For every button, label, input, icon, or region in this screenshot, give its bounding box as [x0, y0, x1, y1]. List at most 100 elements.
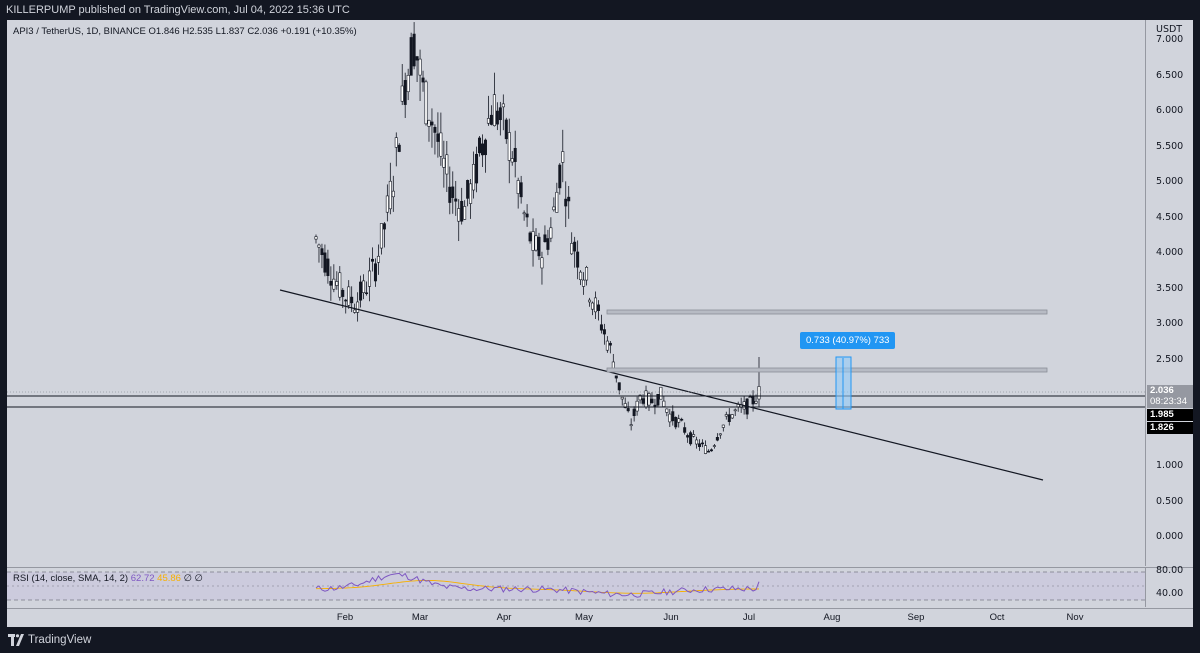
- candle-body: [543, 234, 547, 243]
- candle-body: [650, 398, 654, 404]
- candle-body: [460, 200, 464, 222]
- candle-body: [463, 206, 467, 220]
- candle-body: [338, 272, 342, 298]
- candle-body: [582, 279, 586, 287]
- candle-body: [451, 186, 455, 198]
- candle-body: [326, 258, 330, 277]
- rsi-axis[interactable]: 80.00 40.00: [1145, 565, 1193, 607]
- candle-body: [558, 164, 562, 189]
- main-chart-pane[interactable]: API3 / TetherUS, 1D, BINANCE O1.846 H2.5…: [7, 20, 1145, 566]
- resistance-zone-upper: [606, 309, 1048, 315]
- candle-body: [347, 286, 351, 306]
- price-axis[interactable]: USDT 7.000 6.500 6.000 5.500 5.000 4.500 4.000…: [1145, 20, 1193, 566]
- candle-body: [510, 158, 514, 163]
- time-tick: Oct: [989, 612, 1005, 623]
- candle-body: [757, 386, 761, 400]
- time-tick: Feb: [336, 612, 354, 623]
- candle-body: [692, 434, 696, 437]
- candle-body: [579, 271, 583, 281]
- time-tick: Aug: [823, 612, 841, 623]
- last-price-tag: 2.036: [1147, 385, 1193, 397]
- candle-body: [507, 132, 511, 161]
- candle-body: [436, 133, 440, 142]
- legend-symbol: API3 / TetherUS, 1D, BINANCE: [13, 26, 146, 37]
- tag-1826: 1.826: [1147, 422, 1193, 434]
- candle-body: [614, 375, 618, 379]
- candle-body: [353, 309, 357, 313]
- candle-body: [373, 263, 377, 282]
- candle-body: [561, 151, 565, 163]
- price-tick: 5.500: [1156, 140, 1184, 152]
- candle-body: [513, 147, 517, 162]
- candle-body: [602, 329, 606, 335]
- candle-body: [403, 80, 407, 105]
- rsi-tick-40: 40.00: [1156, 588, 1184, 599]
- candle-body: [409, 37, 413, 76]
- candle-body: [701, 442, 705, 445]
- symbol-legend[interactable]: API3 / TetherUS, 1D, BINANCE O1.846 H2.5…: [13, 26, 357, 37]
- measure-label: 0.733 (40.97%) 733: [800, 332, 896, 349]
- time-axis[interactable]: Feb Mar Apr May Jun Jul Aug Sep Oct Nov: [7, 608, 1193, 627]
- time-tick: Jul: [742, 612, 756, 623]
- candle-body: [593, 297, 597, 313]
- candle-body: [546, 238, 550, 250]
- candle-body: [567, 196, 571, 202]
- candle-body: [314, 236, 318, 240]
- candle-body: [332, 278, 336, 290]
- candle-body: [516, 180, 520, 194]
- candle-body: [522, 212, 526, 215]
- candle-body: [528, 232, 532, 242]
- candle-body: [686, 435, 690, 438]
- rsi-legend[interactable]: RSI (14, close, SMA, 14, 2) 62.72 45.86 …: [13, 573, 203, 584]
- candle-body: [623, 403, 627, 409]
- price-tick: 4.000: [1156, 247, 1184, 258]
- candle-body: [644, 390, 648, 408]
- candle-body: [659, 386, 663, 400]
- candle-body: [394, 137, 398, 148]
- candle-body: [457, 208, 461, 222]
- tag-1985: 1.985: [1147, 409, 1193, 421]
- candle-body: [391, 190, 395, 198]
- candle-body: [323, 252, 327, 273]
- candle-body: [344, 299, 348, 302]
- candle-body: [317, 244, 321, 248]
- price-tick: 3.500: [1156, 282, 1184, 294]
- candle-body: [480, 143, 484, 156]
- candle-body: [748, 396, 752, 399]
- candle-body: [350, 296, 354, 304]
- rsi-sma-value: 45.86: [157, 573, 181, 584]
- candle-body: [412, 33, 416, 67]
- candle-body: [555, 191, 559, 213]
- candle-body: [534, 235, 538, 251]
- candle-body: [421, 77, 425, 83]
- candle-body: [665, 408, 669, 413]
- tradingview-logo-icon: [8, 634, 24, 646]
- rsi-pane[interactable]: RSI (14, close, SMA, 14, 2) 62.72 45.86 …: [7, 567, 1145, 607]
- candle-body: [415, 56, 419, 61]
- time-tick: Jun: [663, 612, 679, 623]
- candle-body: [370, 258, 374, 262]
- candles-group: [314, 22, 761, 455]
- candle-body: [362, 280, 366, 293]
- candle-body: [689, 432, 693, 445]
- candle-body: [668, 413, 672, 423]
- candle-body: [424, 81, 428, 125]
- candle-body: [469, 183, 473, 204]
- candle-body: [433, 126, 437, 133]
- candle-body: [495, 110, 499, 125]
- candle-body: [549, 227, 553, 239]
- candle-body: [335, 281, 339, 286]
- candle-body: [525, 213, 529, 218]
- candle-body: [641, 398, 645, 404]
- candle-body: [442, 157, 446, 168]
- price-chart-svg[interactable]: [7, 20, 1145, 566]
- price-tick: 5.000: [1156, 176, 1184, 187]
- candle-body: [531, 231, 535, 251]
- price-tick: 6.500: [1156, 69, 1184, 81]
- candle-body: [519, 182, 523, 198]
- candle-body: [475, 153, 479, 184]
- candle-body: [501, 103, 505, 108]
- candle-body: [647, 393, 651, 406]
- candle-body: [483, 139, 487, 156]
- chart-frame[interactable]: API3 / TetherUS, 1D, BINANCE O1.846 H2.5…: [7, 20, 1193, 627]
